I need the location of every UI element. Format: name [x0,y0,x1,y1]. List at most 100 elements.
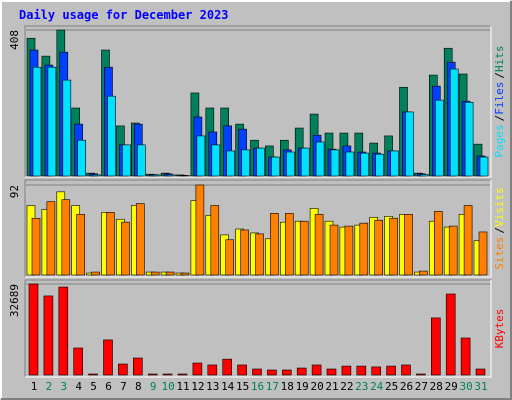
bar [241,149,250,177]
bar [311,364,322,376]
bar [300,147,310,177]
panel-bevel [24,279,491,377]
bar [296,367,307,376]
legend-separator: / [493,72,506,79]
bar [46,201,56,276]
bar [43,295,54,376]
bar [285,151,295,177]
x-tick-label: 30 [459,380,472,393]
x-tick-label: 18 [281,380,294,393]
bar [88,373,98,376]
bar [256,147,265,177]
bar [226,150,235,177]
bar [118,363,128,376]
bar [28,283,39,376]
panel [25,280,491,377]
x-tick-label: 21 [325,380,338,393]
legend-entry: KBytes [493,309,506,349]
bar [103,339,113,376]
legend: KBytes [493,309,506,349]
bar [252,368,262,376]
bar [58,286,69,376]
x-tick-label: 1 [31,380,38,393]
bar [430,317,441,376]
bar [121,221,130,276]
bar [314,214,324,276]
x-tick-label: 29 [445,380,458,393]
bar [345,151,355,177]
bar [284,213,294,276]
panel-bevel [24,25,491,177]
bar [371,366,382,376]
bar [478,231,488,276]
chart-title: Daily usage for December 2023 [19,8,229,22]
bar [433,211,443,276]
x-tick-label: 5 [90,380,97,393]
bar [445,293,456,376]
y-tick-label: 408 [8,30,21,50]
x-tick-label: 3 [60,380,67,393]
bar [449,68,459,177]
bar [150,271,160,276]
bar [479,156,489,177]
legend-separator: / [493,227,506,234]
bar [162,373,173,376]
bar [237,364,247,376]
legend-entry: Hits [493,46,506,73]
x-tick-label: 20 [310,380,323,393]
bar [419,270,428,276]
bar [133,357,143,376]
bar [374,219,384,276]
bar [460,337,471,376]
x-tick-label: 25 [385,380,398,393]
bar [137,144,146,177]
legend: Sites /Visits [493,187,506,270]
bar [62,79,72,177]
bar [122,144,131,177]
x-tick-label: 26 [400,380,413,393]
bar [61,199,71,276]
bar [271,156,280,177]
bar [32,66,42,177]
bar [405,111,414,177]
bar [315,141,325,177]
bar [240,229,249,276]
bar [329,224,339,276]
bar [73,347,83,376]
bar [386,365,396,376]
bar [225,239,234,276]
bar [330,149,340,177]
bar [136,203,145,276]
bar [106,212,115,276]
bar [448,225,458,276]
x-tick-label: 15 [236,380,249,393]
x-tick-label: 22 [340,380,353,393]
bar [76,214,85,276]
x-tick-label: 16 [251,380,264,393]
x-tick-label: 27 [415,380,428,393]
legend-entry: Visits [493,187,506,227]
bar [31,217,41,276]
bar [107,95,116,177]
bar [404,214,413,276]
bar [356,365,367,376]
bar [341,365,352,376]
legend-entry: Pages [493,124,506,157]
x-tick-label: 19 [296,380,309,393]
bar [207,364,218,376]
bar [434,99,444,177]
bar [196,135,206,177]
bar [255,233,264,276]
x-tick-label: 2 [46,380,53,393]
legend-entry: Sites [493,237,506,270]
x-tick-label: 23 [355,380,368,393]
x-tick-label: 7 [120,380,127,393]
x-tick-label: 12 [191,380,204,393]
panel-bevel [25,26,492,178]
bar [267,369,277,376]
bar [180,272,190,276]
bar [210,205,220,276]
bar [211,144,221,177]
